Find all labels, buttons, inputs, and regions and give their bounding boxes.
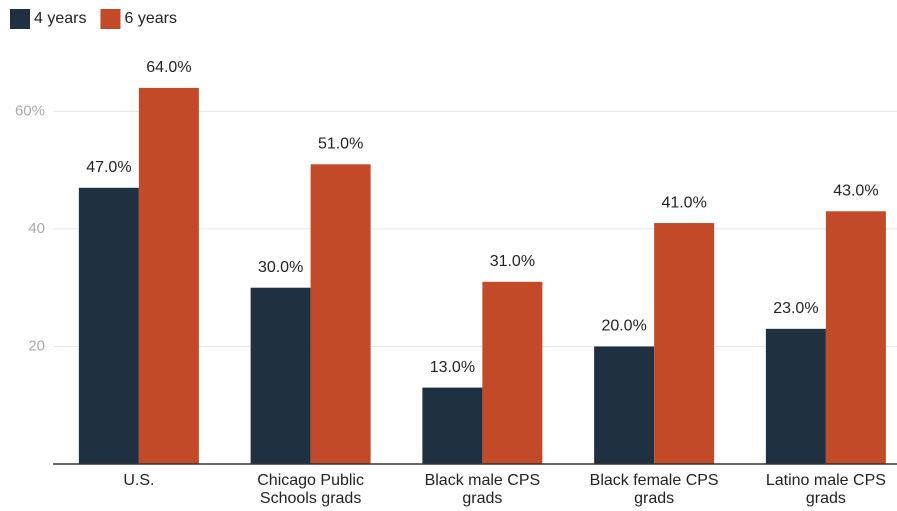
bar <box>250 287 311 464</box>
bar <box>138 87 199 464</box>
value-label: 23.0% <box>773 300 818 317</box>
bar <box>594 346 655 464</box>
value-label: 31.0% <box>490 253 535 270</box>
value-label: 13.0% <box>430 359 475 376</box>
legend-swatch <box>10 9 30 29</box>
bar <box>765 328 826 464</box>
bar <box>654 223 715 464</box>
bar <box>310 164 371 464</box>
y-tick-label: 40 <box>28 220 45 237</box>
value-label: 64.0% <box>146 59 191 76</box>
y-tick-label: 20 <box>28 337 45 354</box>
value-label: 43.0% <box>833 183 878 200</box>
bar <box>78 187 139 465</box>
legend-swatch <box>100 9 121 29</box>
x-tick-label: Black female CPS grads <box>589 472 719 507</box>
x-tick-label: Latino male CPS grads <box>765 472 886 507</box>
bar <box>422 387 483 464</box>
value-label: 41.0% <box>661 194 706 211</box>
bar <box>825 211 886 464</box>
legend-label: 4 years <box>34 10 86 27</box>
y-tick-label: 60% <box>15 102 45 119</box>
value-label: 20.0% <box>601 318 646 335</box>
x-tick-label: U.S. <box>123 472 155 489</box>
legend-label: 6 years <box>124 10 176 27</box>
value-label: 30.0% <box>258 259 303 276</box>
x-tick-label: Chicago Public Schools grads <box>257 472 364 507</box>
x-tick-label: Black male CPS grads <box>424 472 541 507</box>
value-label: 47.0% <box>86 159 131 176</box>
bar <box>482 281 543 464</box>
value-label: 51.0% <box>318 135 363 152</box>
